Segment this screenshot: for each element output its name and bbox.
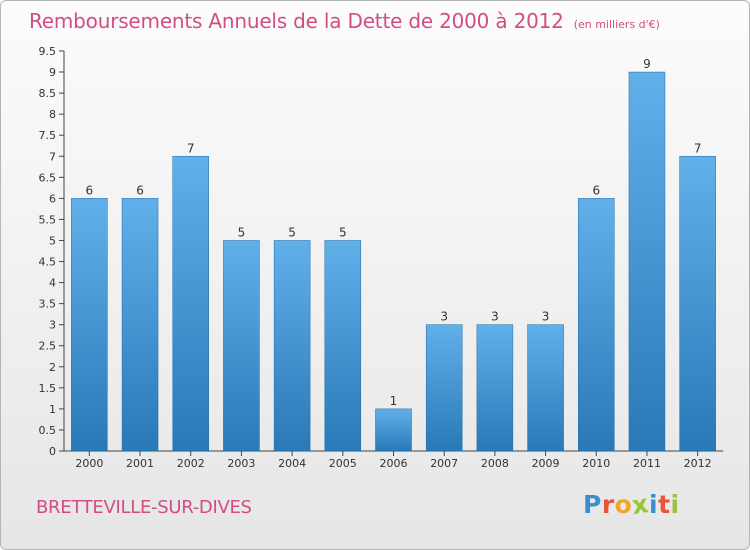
logo-letter: t: [658, 490, 671, 519]
x-tick-label-2002: 2002: [177, 457, 205, 470]
bar-2008: [476, 324, 514, 452]
y-tick-label: 6: [49, 192, 56, 205]
value-label-2007: 3: [440, 310, 448, 324]
bar-2007: [425, 324, 463, 452]
x-tick-label-2004: 2004: [278, 457, 306, 470]
x-tick-label-2001: 2001: [126, 457, 154, 470]
x-tick-label-2012: 2012: [684, 457, 712, 470]
x-tick-label-2006: 2006: [380, 457, 408, 470]
bar-2011: [628, 71, 666, 452]
value-label-2000: 6: [86, 183, 94, 197]
labels: 0 0.5 1 1.5 2 2.5 3 3.5 4 4.5 5 5.5 6 6.5 7 7.5 8 8.5 9 9.5…: [39, 45, 712, 470]
logo-letter: o: [614, 490, 633, 519]
value-label-2010: 6: [592, 183, 600, 197]
value-label-2005: 5: [339, 225, 347, 239]
x-tick-label-2010: 2010: [582, 457, 610, 470]
value-label-2009: 3: [542, 310, 550, 324]
value-label-2001: 6: [136, 183, 144, 197]
bar-2006: [375, 408, 412, 452]
y-tick-label: 9: [49, 66, 56, 79]
bar-2012: [679, 156, 716, 452]
value-label-2002: 7: [187, 141, 195, 155]
value-label-2006: 1: [390, 394, 398, 408]
y-tick-label: 0: [49, 445, 56, 458]
y-tick-label: 8.5: [39, 87, 57, 100]
y-tick-label: 7.5: [39, 129, 57, 142]
bar-2010: [578, 198, 615, 452]
logo-letter: i: [649, 490, 659, 519]
y-tick-label: 3.5: [39, 298, 57, 311]
y-tick-label: 2.5: [39, 340, 57, 353]
bar-2009: [527, 324, 564, 452]
y-tick-label: 0.5: [39, 424, 57, 437]
bar-2005: [324, 240, 362, 452]
x-tick-label-2007: 2007: [430, 457, 458, 470]
proxiti-logo[interactable]: Proxiti: [583, 488, 680, 521]
bars: [71, 71, 716, 452]
bar-2003: [223, 240, 260, 452]
bar-2002: [172, 156, 209, 452]
value-label-2012: 7: [694, 141, 702, 155]
y-tick-label: 9.5: [39, 45, 57, 58]
bar-2000: [71, 198, 108, 452]
y-tick-label: 1: [49, 403, 56, 416]
y-tick-label: 4: [49, 277, 56, 290]
y-tick-label: 6.5: [39, 171, 57, 184]
logo-letter: r: [601, 490, 615, 519]
chart-title-text: Remboursements Annuels de la Dette de 20…: [29, 9, 564, 33]
y-tick-label: 1.5: [39, 382, 57, 395]
y-tick-label: 2: [49, 361, 56, 374]
logo-letter: i: [670, 490, 680, 519]
chart-title: Remboursements Annuels de la Dette de 20…: [29, 9, 660, 33]
bar-2004: [273, 240, 311, 452]
y-tick-label: 8: [49, 108, 56, 121]
y-tick-label: 7: [49, 150, 56, 163]
value-label-2003: 5: [238, 225, 246, 239]
x-tick-label-2003: 2003: [227, 457, 255, 470]
x-tick-label-2009: 2009: [532, 457, 560, 470]
x-tick-label-2011: 2011: [633, 457, 661, 470]
y-tick-label: 5: [49, 234, 56, 247]
bar-2001: [121, 198, 159, 452]
x-tick-label-2000: 2000: [75, 457, 103, 470]
value-label-2004: 5: [288, 225, 296, 239]
x-tick-label-2005: 2005: [329, 457, 357, 470]
city-name: BRETTEVILLE-SUR-DIVES: [36, 497, 252, 518]
y-tick-label: 5.5: [39, 213, 57, 226]
y-tick-label: 4.5: [39, 256, 57, 269]
value-label-2008: 3: [491, 310, 499, 324]
value-label-2011: 9: [643, 57, 651, 71]
x-tick-label-2008: 2008: [481, 457, 509, 470]
y-tick-label: 3: [49, 319, 56, 332]
chart-unit: (en milliers d'€): [573, 18, 660, 31]
logo-letter: P: [583, 490, 602, 519]
logo-letter: x: [630, 488, 651, 521]
